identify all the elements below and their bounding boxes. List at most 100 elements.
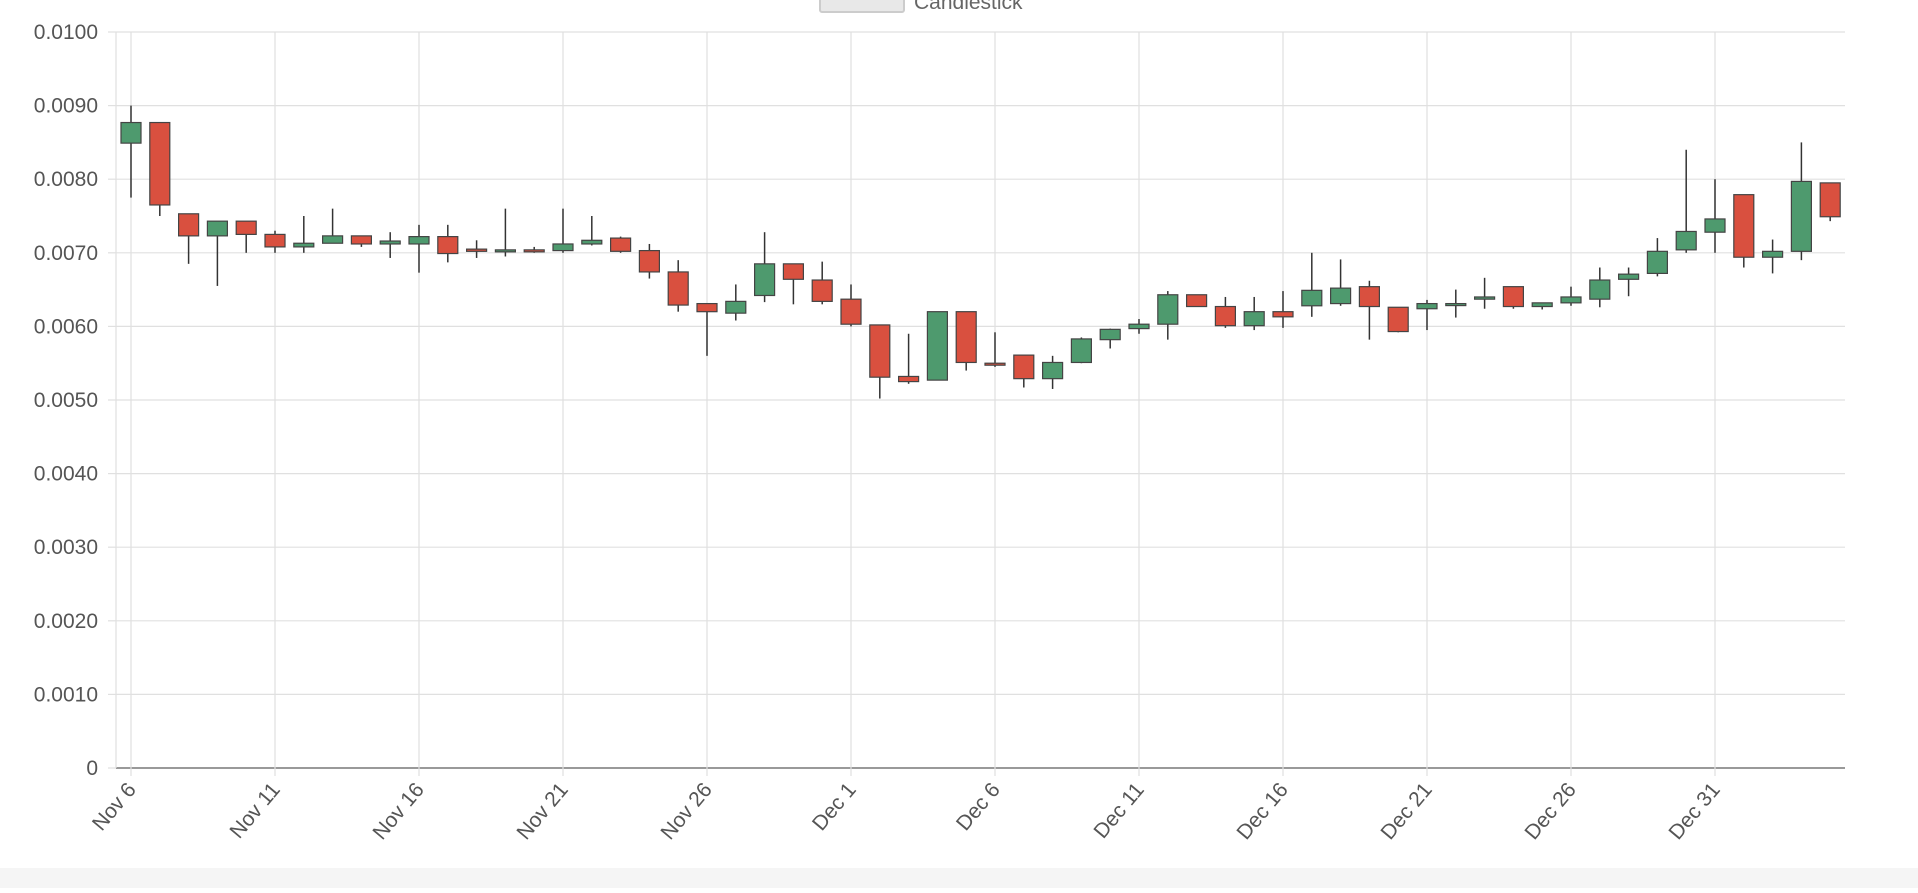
candle	[322, 208, 344, 244]
candle	[840, 284, 862, 327]
candle	[581, 216, 603, 246]
candle	[869, 324, 891, 399]
candle	[1070, 337, 1093, 364]
candle-body-down	[897, 375, 920, 383]
x-tick-label: Dec 11	[1089, 778, 1148, 843]
candle	[753, 232, 776, 303]
legend-label: Candlestick	[914, 0, 1023, 14]
candle-body-up	[408, 236, 430, 245]
candle-body-down	[1387, 306, 1409, 333]
x-tick-label: Nov 21	[512, 778, 572, 844]
candle-body-up	[581, 239, 603, 245]
candle	[1099, 328, 1121, 349]
candle-body-down	[1013, 354, 1035, 380]
candle-body-up	[1646, 250, 1669, 275]
candle-body-up	[725, 300, 747, 314]
candle	[1185, 294, 1208, 308]
legend[interactable]: Candlestick	[819, 0, 1023, 14]
candle-body-down	[782, 263, 805, 280]
candle-body-up	[1070, 338, 1093, 364]
candle-body-down	[264, 233, 286, 248]
candle-body-up	[1416, 302, 1438, 310]
candle	[1301, 252, 1323, 317]
candle-body-down	[1272, 311, 1294, 318]
candle-body-down	[523, 249, 545, 253]
candle-body-down	[1185, 294, 1208, 308]
legend-swatch	[819, 0, 905, 13]
candle-body-down	[811, 279, 833, 302]
candle	[264, 230, 286, 253]
candle	[782, 263, 805, 305]
candle	[725, 284, 747, 321]
candle	[1819, 182, 1841, 222]
candle-body-up	[322, 235, 344, 244]
candle	[1013, 354, 1035, 388]
candle-body-down	[609, 237, 632, 252]
x-axis: Nov 6 Nov 11 Nov 16 Nov 21 Nov 26 Dec 1 Dec 6 D…	[88, 778, 1725, 844]
candle-body-down	[350, 235, 372, 245]
candle	[178, 213, 200, 264]
candle-body-up	[1790, 180, 1813, 252]
candle	[811, 261, 833, 305]
x-tick-label: Nov 26	[656, 778, 716, 844]
candle-body-down	[696, 302, 718, 313]
candle-body-down	[235, 220, 257, 235]
candle-body-up	[1157, 294, 1179, 325]
candle-body-down	[840, 298, 862, 325]
y-tick-label: 0.0090	[34, 95, 98, 118]
candle-body-up	[120, 121, 142, 144]
candle-body-up	[1099, 328, 1121, 341]
candle-body-up	[1617, 273, 1640, 280]
y-tick-label: 0.0010	[34, 683, 98, 706]
candle	[1272, 291, 1294, 328]
candle-body-down	[437, 236, 459, 255]
candle	[1445, 289, 1467, 318]
candle	[1560, 286, 1582, 306]
candle-body-up	[494, 249, 516, 253]
y-tick-label: 0	[86, 757, 98, 780]
candle-body-down	[149, 121, 171, 206]
candle-body-up	[1445, 302, 1467, 307]
candle-body-up	[1704, 218, 1726, 233]
candle-body-up	[1329, 287, 1352, 305]
candle	[350, 235, 372, 247]
candle	[466, 240, 488, 258]
candle	[1387, 306, 1409, 333]
candle	[494, 208, 516, 257]
x-tick-label: Dec 1	[808, 778, 861, 835]
candle	[897, 333, 920, 384]
candle	[437, 224, 459, 263]
candle	[379, 232, 401, 258]
candle-body-down	[466, 248, 488, 252]
y-tick-label: 0.0080	[34, 168, 98, 191]
y-tick-label: 0.0100	[34, 21, 98, 44]
y-tick-label: 0.0070	[34, 242, 98, 265]
candle-body-up	[552, 243, 574, 252]
candle	[552, 208, 574, 253]
candles	[120, 105, 1841, 399]
y-axis: 0 0.0010 0.0020 0.0030 0.0040 0.0050 0.0060 0.0…	[34, 21, 117, 780]
candle	[638, 243, 661, 279]
candle-body-up	[1560, 296, 1582, 304]
candle-body-down	[955, 311, 977, 364]
candle	[293, 216, 315, 253]
candle	[1531, 302, 1553, 310]
candle-body-up	[293, 242, 315, 248]
candle-body-up	[1301, 289, 1323, 307]
candle	[149, 121, 171, 216]
candle-body-down	[984, 362, 1006, 366]
candle	[1646, 238, 1669, 277]
candle	[696, 302, 718, 356]
x-tick-label: Nov 16	[368, 778, 428, 844]
x-tick-label: Dec 31	[1664, 778, 1724, 844]
x-tick-label: Nov 11	[225, 778, 284, 843]
candle-body-up	[206, 220, 228, 237]
candle	[120, 105, 142, 198]
candle-body-down	[1819, 182, 1841, 218]
candle-body-up	[1589, 279, 1611, 300]
x-tick-label: Nov 6	[88, 778, 141, 835]
candle	[1473, 277, 1496, 309]
candle	[1416, 299, 1438, 331]
